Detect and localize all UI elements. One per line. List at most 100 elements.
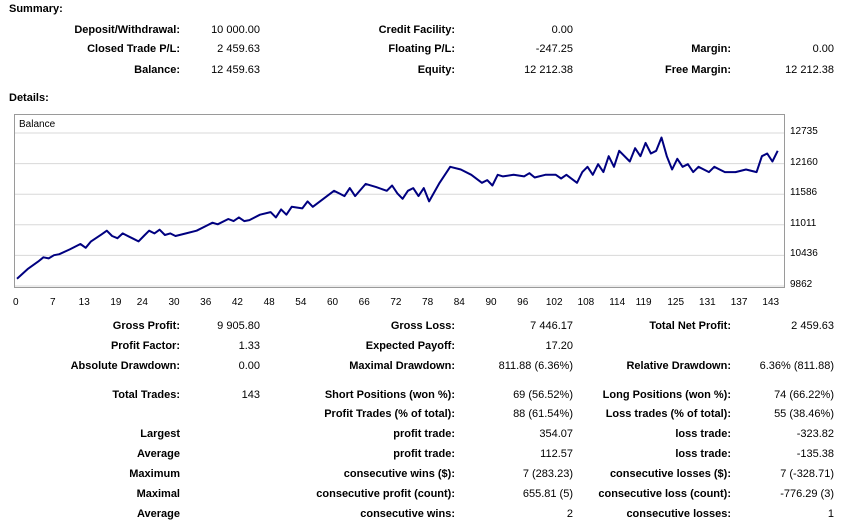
maximum-label: Maximum <box>129 468 180 480</box>
maximal-cons-profit-label: consecutive profit (count): <box>316 488 455 500</box>
short-positions-value: 69 (56.52%) <box>513 389 573 401</box>
expected-payoff-value: 17.20 <box>545 340 573 352</box>
deposit-label: Deposit/Withdrawal: <box>74 24 180 36</box>
closed-pl-label: Closed Trade P/L: <box>87 43 180 55</box>
largest-label: Largest <box>140 428 180 440</box>
x-tick-label: 137 <box>730 297 748 308</box>
margin-value: 0.00 <box>812 43 834 55</box>
avg-cons-wins-label: consecutive wins: <box>360 508 455 520</box>
total-net-profit-label: Total Net Profit: <box>649 320 731 332</box>
gross-profit-value: 9 905.80 <box>217 320 260 332</box>
long-positions-value: 74 (66.22%) <box>774 389 834 401</box>
largest-loss-label: loss trade: <box>675 428 731 440</box>
x-tick-label: 66 <box>358 297 370 308</box>
balance-chart-plot <box>15 132 784 287</box>
x-tick-label: 36 <box>200 297 212 308</box>
x-tick-label: 84 <box>453 297 465 308</box>
max-cons-wins-value: 7 (283.23) <box>522 468 573 480</box>
y-tick-label: 12160 <box>790 156 818 168</box>
free-margin-value: 12 212.38 <box>785 64 834 76</box>
average-label: Average <box>136 448 180 460</box>
details-title: Details: <box>9 92 49 104</box>
max-cons-wins-label: consecutive wins ($): <box>343 468 455 480</box>
profit-factor-label: Profit Factor: <box>110 340 180 352</box>
gross-loss-label: Gross Loss: <box>390 320 455 332</box>
free-margin-label: Free Margin: <box>664 64 731 76</box>
x-tick-label: 72 <box>390 297 402 308</box>
credit-value: 0.00 <box>551 24 573 36</box>
floating-pl-value: -247.25 <box>535 43 573 55</box>
balance-value: 12 459.63 <box>211 64 260 76</box>
maximal-label: Maximal <box>136 488 180 500</box>
y-tick-label: 10436 <box>790 248 818 260</box>
expected-payoff-label: Expected Payoff: <box>365 340 455 352</box>
loss-trades-value: 55 (38.46%) <box>774 408 834 420</box>
max-cons-losses-label: consecutive losses ($): <box>609 468 731 480</box>
maximal-cons-loss-label: consecutive loss (count): <box>598 488 731 500</box>
x-tick-label: 119 <box>635 297 652 308</box>
x-tick-label: 48 <box>263 297 275 308</box>
closed-pl-value: 2 459.63 <box>217 43 260 55</box>
y-tick-label: 11011 <box>790 217 817 229</box>
maximal-drawdown-label: Maximal Drawdown: <box>349 360 455 372</box>
y-tick-label: 12735 <box>790 126 818 137</box>
maximal-drawdown-value: 811.88 (6.36%) <box>498 360 573 372</box>
loss-trades-label: Loss trades (% of total): <box>605 408 731 420</box>
x-tick-label: 102 <box>545 297 563 308</box>
x-tick-label: 96 <box>517 297 529 308</box>
short-positions-label: Short Positions (won %): <box>324 389 455 401</box>
x-tick-label: 13 <box>78 297 90 308</box>
x-tick-label: 30 <box>168 297 180 308</box>
profit-trades-value: 88 (61.54%) <box>513 408 573 420</box>
avg-cons-losses-label: consecutive losses: <box>626 508 731 520</box>
x-tick-label: 60 <box>326 297 339 308</box>
summary-title: Summary: <box>9 3 63 15</box>
total-trades-label: Total Trades: <box>112 389 180 401</box>
profit-trades-label: Profit Trades (% of total): <box>324 408 455 420</box>
absolute-drawdown-value: 0.00 <box>238 360 260 372</box>
balance-label: Balance: <box>134 64 180 76</box>
profit-factor-value: 1.33 <box>238 340 260 352</box>
average-loss-value: -135.38 <box>796 448 834 460</box>
x-tick-label: 114 <box>609 297 626 308</box>
avg-cons-wins-value: 2 <box>566 508 573 520</box>
average-loss-label: loss trade: <box>675 448 731 460</box>
y-tick-label: 9862 <box>790 279 813 290</box>
y-tick-label: 11586 <box>790 187 818 199</box>
largest-loss-value: -323.82 <box>796 428 834 440</box>
absolute-drawdown-label: Absolute Drawdown: <box>70 360 180 372</box>
average-profit-label: profit trade: <box>393 448 455 460</box>
average-profit-value: 112.57 <box>540 448 573 460</box>
x-tick-label: 78 <box>422 297 434 308</box>
x-tick-label: 24 <box>136 297 148 308</box>
x-tick-label: 90 <box>485 297 497 308</box>
x-tick-label: 108 <box>577 297 595 308</box>
gross-loss-value: 7 446.17 <box>530 320 573 332</box>
balance-chart: Balance <box>14 114 785 288</box>
x-tick-label: 7 <box>49 297 56 308</box>
average-cons-label: Average <box>136 508 180 520</box>
x-tick-label: 42 <box>231 297 243 308</box>
total-net-profit-value: 2 459.63 <box>791 320 834 332</box>
floating-pl-label: Floating P/L: <box>388 43 455 55</box>
relative-drawdown-label: Relative Drawdown: <box>626 360 731 372</box>
x-tick-label: 0 <box>13 297 19 308</box>
maximal-cons-loss-value: -776.29 (3) <box>780 488 834 500</box>
equity-value: 12 212.38 <box>524 64 573 76</box>
x-tick-label: 19 <box>110 297 122 308</box>
deposit-value: 10 000.00 <box>211 24 260 36</box>
x-tick-label: 125 <box>667 297 685 308</box>
margin-label: Margin: <box>691 43 731 55</box>
x-tick-label: 143 <box>762 297 780 308</box>
avg-cons-losses-value: 1 <box>827 508 834 520</box>
largest-profit-label: profit trade: <box>393 428 455 440</box>
long-positions-label: Long Positions (won %): <box>602 389 731 401</box>
gross-profit-label: Gross Profit: <box>112 320 180 332</box>
relative-drawdown-value: 6.36% (811.88) <box>759 360 834 372</box>
largest-profit-value: 354.07 <box>539 428 573 440</box>
maximal-cons-profit-value: 655.81 (5) <box>522 488 573 500</box>
x-tick-label: 54 <box>295 297 307 308</box>
balance-line <box>16 136 779 280</box>
equity-label: Equity: <box>417 64 455 76</box>
credit-label: Credit Facility: <box>378 24 455 36</box>
